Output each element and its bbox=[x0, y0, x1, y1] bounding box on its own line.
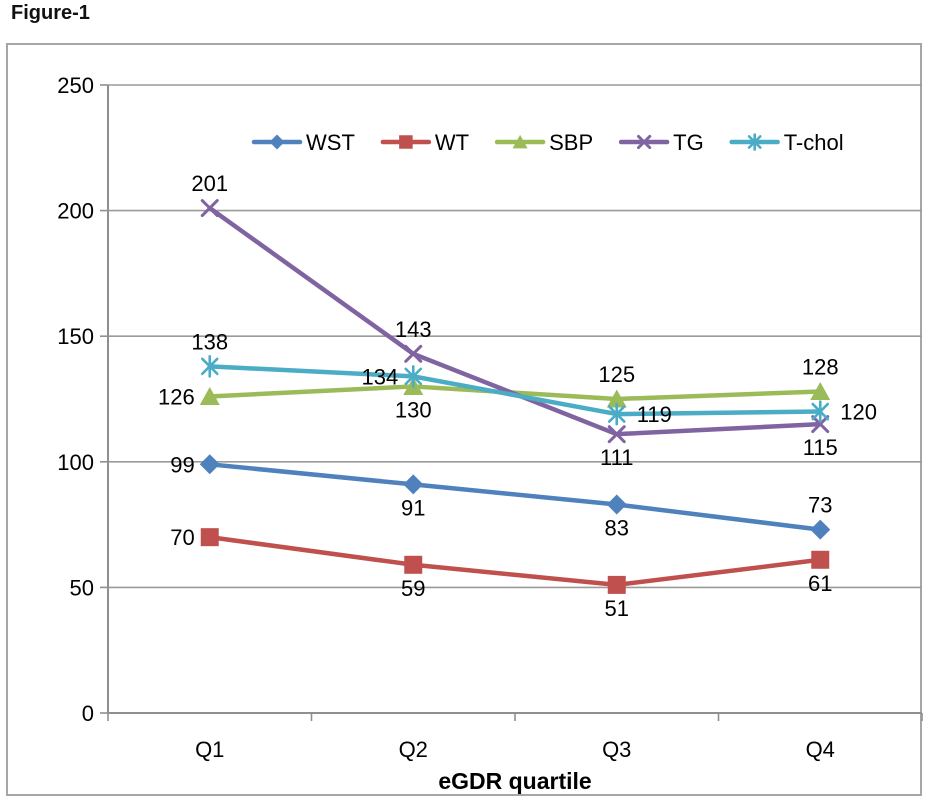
data-label-TG: 201 bbox=[191, 171, 228, 196]
legend-item-WST: WST bbox=[251, 130, 355, 155]
legend-marker-WT bbox=[399, 135, 413, 149]
series-marker-T-chol bbox=[811, 400, 830, 423]
x-tick-label: Q2 bbox=[399, 737, 428, 762]
series-line-WT bbox=[207, 534, 823, 588]
data-label-T-chol: 134 bbox=[362, 364, 399, 389]
series-marker-T-chol bbox=[607, 402, 626, 426]
data-label-WST: 99 bbox=[170, 452, 194, 477]
data-label-WT: 61 bbox=[808, 571, 832, 596]
data-label-SBP: 126 bbox=[158, 384, 195, 409]
legend-item-TG: TG bbox=[618, 130, 704, 155]
data-label-T-chol: 138 bbox=[191, 329, 228, 354]
data-label-SBP: 130 bbox=[395, 397, 432, 422]
data-label-SBP: 125 bbox=[598, 362, 635, 387]
series-marker-SBP bbox=[810, 381, 831, 400]
series-line-T-chol bbox=[207, 364, 823, 417]
legend-item-WT: WT bbox=[380, 130, 469, 155]
series-marker-T-chol bbox=[200, 355, 219, 378]
legend-item-T-chol: T-chol bbox=[729, 130, 844, 155]
series-marker-SBP bbox=[606, 389, 627, 408]
data-label-T-chol: 119 bbox=[637, 402, 672, 427]
x-tick-label: Q4 bbox=[806, 737, 835, 762]
y-tick-label: 250 bbox=[57, 73, 94, 98]
legend-marker-TG bbox=[637, 134, 652, 150]
series-marker-TG bbox=[607, 425, 626, 444]
series-marker-TG bbox=[404, 344, 423, 363]
data-label-WT: 51 bbox=[605, 596, 629, 621]
series-marker-WT bbox=[811, 550, 830, 569]
series-marker-TG bbox=[811, 415, 830, 434]
series-line-TG bbox=[207, 205, 823, 437]
series-marker-WT bbox=[607, 575, 626, 594]
series-marker-WST bbox=[810, 519, 831, 540]
data-label-TG: 115 bbox=[803, 435, 838, 460]
series-marker-WST bbox=[606, 494, 627, 515]
data-label-SBP: 128 bbox=[802, 354, 839, 379]
legend-marker-SBP bbox=[512, 134, 528, 149]
series-marker-WT bbox=[200, 528, 219, 547]
legend-label-T-chol: T-chol bbox=[784, 130, 844, 155]
data-label-WST: 83 bbox=[605, 516, 629, 541]
legend-marker-T-chol bbox=[747, 133, 762, 151]
legend-marker-WST bbox=[269, 134, 285, 150]
legend-label-WT: WT bbox=[435, 130, 469, 155]
legend-label-TG: TG bbox=[673, 130, 704, 155]
series-marker-WT bbox=[404, 555, 423, 574]
chart-border-box bbox=[6, 43, 922, 796]
series-marker-WST bbox=[199, 454, 220, 475]
y-tick-label: 150 bbox=[57, 324, 94, 349]
data-label-WT: 70 bbox=[170, 525, 194, 550]
figure-title: Figure-1 bbox=[11, 2, 90, 24]
data-label-TG: 143 bbox=[395, 317, 432, 342]
series-marker-SBP bbox=[199, 386, 220, 405]
x-tick-label: Q1 bbox=[195, 737, 224, 762]
legend-item-SBP: SBP bbox=[494, 130, 593, 155]
series-marker-TG bbox=[200, 199, 219, 218]
data-label-WT: 59 bbox=[401, 576, 425, 601]
data-label-WST: 73 bbox=[808, 493, 832, 518]
data-label-TG: 111 bbox=[600, 445, 633, 470]
y-tick-label: 100 bbox=[57, 450, 94, 475]
data-label-WST: 91 bbox=[401, 495, 425, 520]
y-tick-label: 200 bbox=[57, 199, 94, 224]
x-tick-label: Q3 bbox=[602, 737, 631, 762]
legend-label-SBP: SBP bbox=[549, 130, 593, 155]
y-tick-label: 0 bbox=[82, 701, 94, 726]
series-marker-T-chol bbox=[404, 365, 423, 388]
series-line-WST bbox=[207, 462, 823, 532]
data-label-T-chol: 120 bbox=[840, 400, 877, 425]
x-axis-title: eGDR quartile bbox=[438, 768, 591, 794]
y-tick-label: 50 bbox=[70, 575, 94, 600]
legend-label-WST: WST bbox=[306, 130, 355, 155]
series-marker-WST bbox=[403, 474, 424, 495]
